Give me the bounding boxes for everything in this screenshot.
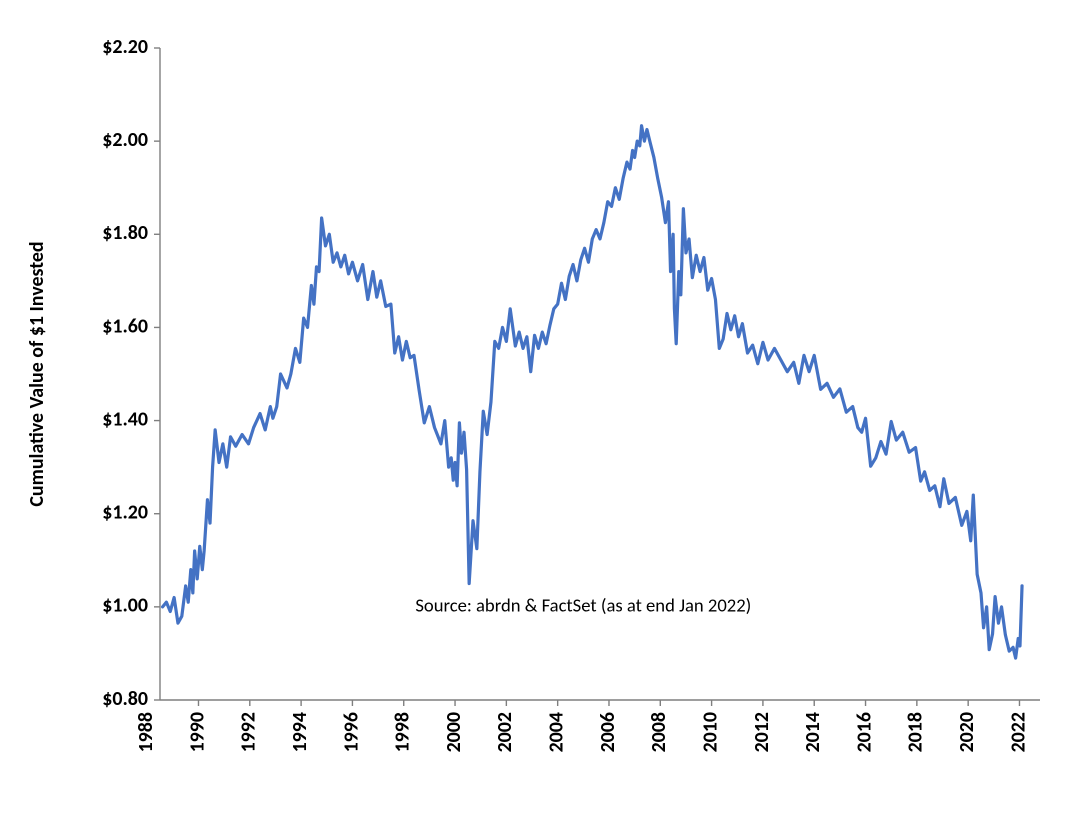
x-tick-label: 2022 [1006,712,1030,752]
y-tick-label: $1.60 [102,314,148,338]
line-chart: $0.80 $1.00 $1.20 $1.40 $1.60 $1.80 $2.00 $2.20… [0,0,1066,817]
x-tick-label: 1996 [339,712,363,752]
y-tick-label: $2.20 [102,35,148,59]
x-tick-label: 2004 [545,712,569,752]
x-tick-label: 1988 [134,712,158,752]
y-tick-label: $1.40 [102,407,148,431]
x-tick-label: 2016 [852,712,876,752]
y-tick-label: $0.80 [102,687,148,711]
x-tick-label: 1992 [237,712,261,752]
chart-container: $0.80 $1.00 $1.20 $1.40 $1.60 $1.80 $2.00 $2.20… [0,0,1066,817]
x-tick-label: 1994 [288,712,312,752]
x-tick-label: 1990 [185,712,209,752]
x-tick-label: 2012 [750,712,774,752]
x-tick-label: 1998 [391,712,415,752]
x-tick-label: 2020 [955,712,979,752]
x-tick-label: 2010 [698,712,722,752]
x-tick-label: 2002 [493,712,517,752]
x-tick-label: 2014 [801,712,825,752]
x-tick-label: 2018 [904,712,928,752]
y-tick-label: $1.00 [102,594,148,618]
x-tick-label: 2008 [647,712,671,752]
y-tick-label: $1.20 [102,501,148,525]
y-tick-label: $1.80 [102,221,148,245]
x-tick-label: 2000 [442,712,466,752]
y-axis-label: Cumulative Value of $1 Invested [25,241,49,506]
y-tick-label: $2.00 [102,128,148,152]
x-tick-label: 2006 [596,712,620,752]
source-annotation: Source: abrdn & FactSet (as at end Jan 2… [415,594,751,617]
